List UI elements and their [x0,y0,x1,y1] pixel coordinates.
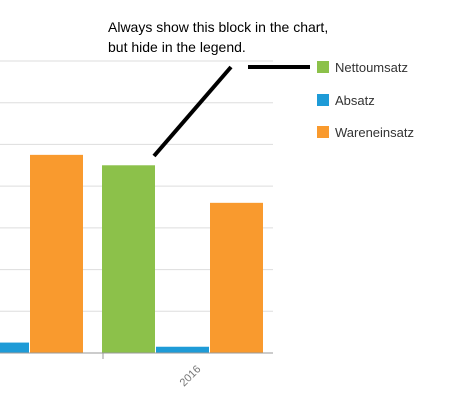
legend-swatch-absatz [317,94,329,106]
annotation-line-2: but hide in the legend. [108,39,246,55]
bars [0,154,263,353]
bar-wareneinsatz-cat0 [30,154,83,353]
legend-swatch-nettoumsatz [317,61,329,73]
annotation-pointer-diagonal [152,65,233,158]
legend: Nettoumsatz Absatz Wareneinsatz [317,60,414,140]
bar-absatz-cat0 [0,342,29,353]
bar-nettoumsatz-2016 [102,165,155,353]
bar-absatz-2016 [156,346,209,353]
x-tick-label-2016: 2016 [178,363,204,389]
legend-label-nettoumsatz: Nettoumsatz [335,60,408,75]
annotation: Always show this block in the chart, but… [108,19,328,158]
legend-label-wareneinsatz: Wareneinsatz [335,125,414,140]
annotation-line-1: Always show this block in the chart, [108,19,328,35]
legend-swatch-wareneinsatz [317,126,329,138]
legend-label-absatz: Absatz [335,93,375,108]
bar-wareneinsatz-2016 [210,202,263,353]
